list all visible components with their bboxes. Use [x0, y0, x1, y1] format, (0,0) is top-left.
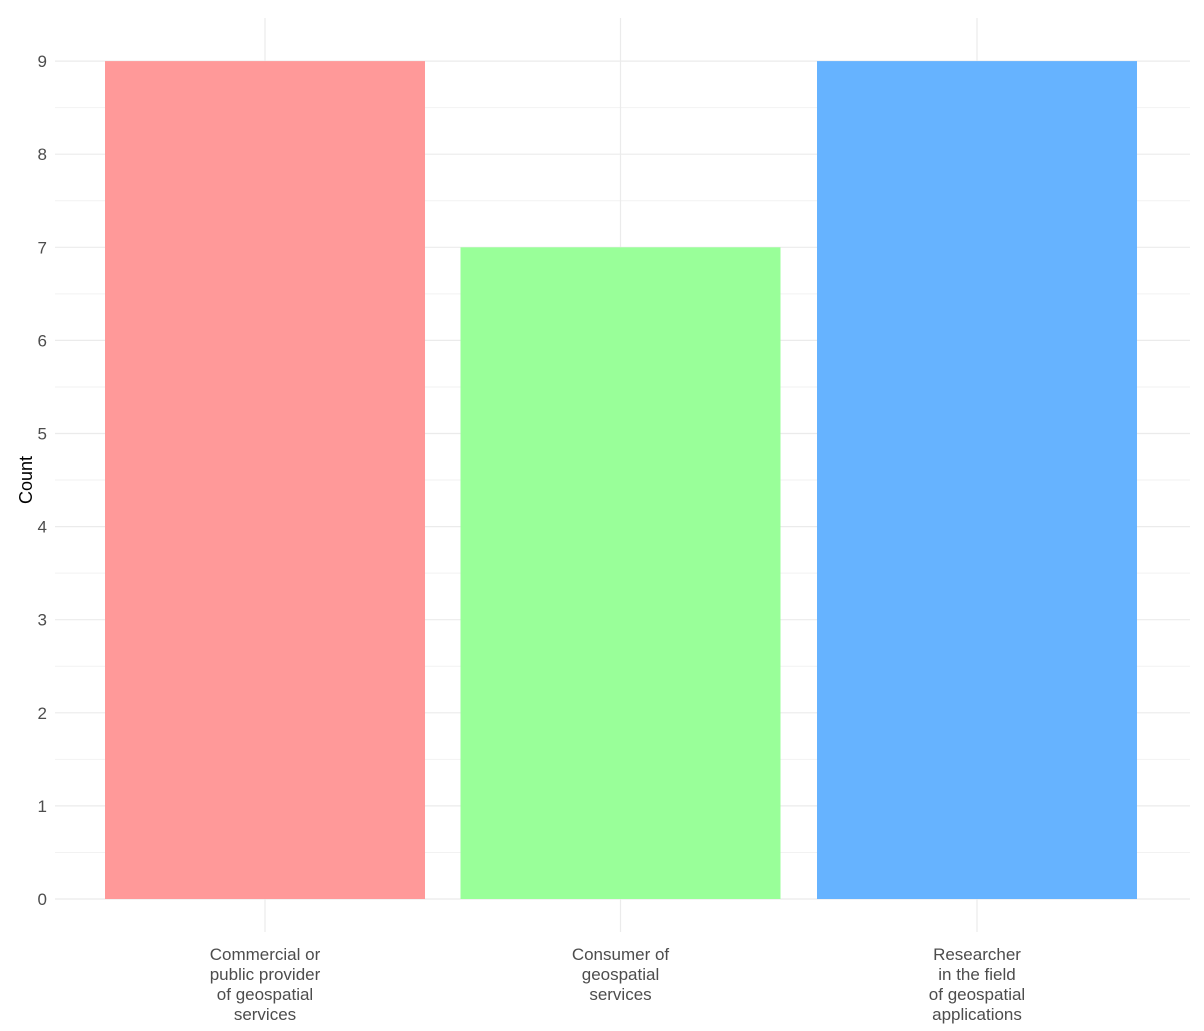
y-tick-label: 2: [38, 704, 47, 723]
y-tick-label: 4: [38, 518, 47, 537]
y-tick-label: 1: [38, 797, 47, 816]
y-tick-label: 8: [38, 145, 47, 164]
bar: [460, 247, 781, 900]
y-axis-title: Count: [16, 456, 36, 504]
y-tick-label: 0: [38, 890, 47, 909]
y-tick-label: 6: [38, 331, 47, 350]
y-tick-label: 3: [38, 611, 47, 630]
y-tick-label: 5: [38, 425, 47, 444]
y-tick-labels: 0 1 2 3 4 5 6 7 8 9: [38, 52, 47, 909]
y-tick-label: 7: [38, 238, 47, 257]
y-tick-label: 9: [38, 52, 47, 71]
bar: [105, 61, 425, 900]
bars: [105, 61, 1137, 900]
bar: [817, 61, 1137, 900]
x-tick-label: Researcher in the field of geospatial appli…: [929, 945, 1025, 1024]
x-tick-label: Consumer of geospatial services: [572, 945, 670, 1004]
x-tick-label: Commercial or public provider of geospatia…: [210, 945, 321, 1024]
x-tick-labels: Commercial or public provider of geospatia…: [210, 945, 1025, 1024]
